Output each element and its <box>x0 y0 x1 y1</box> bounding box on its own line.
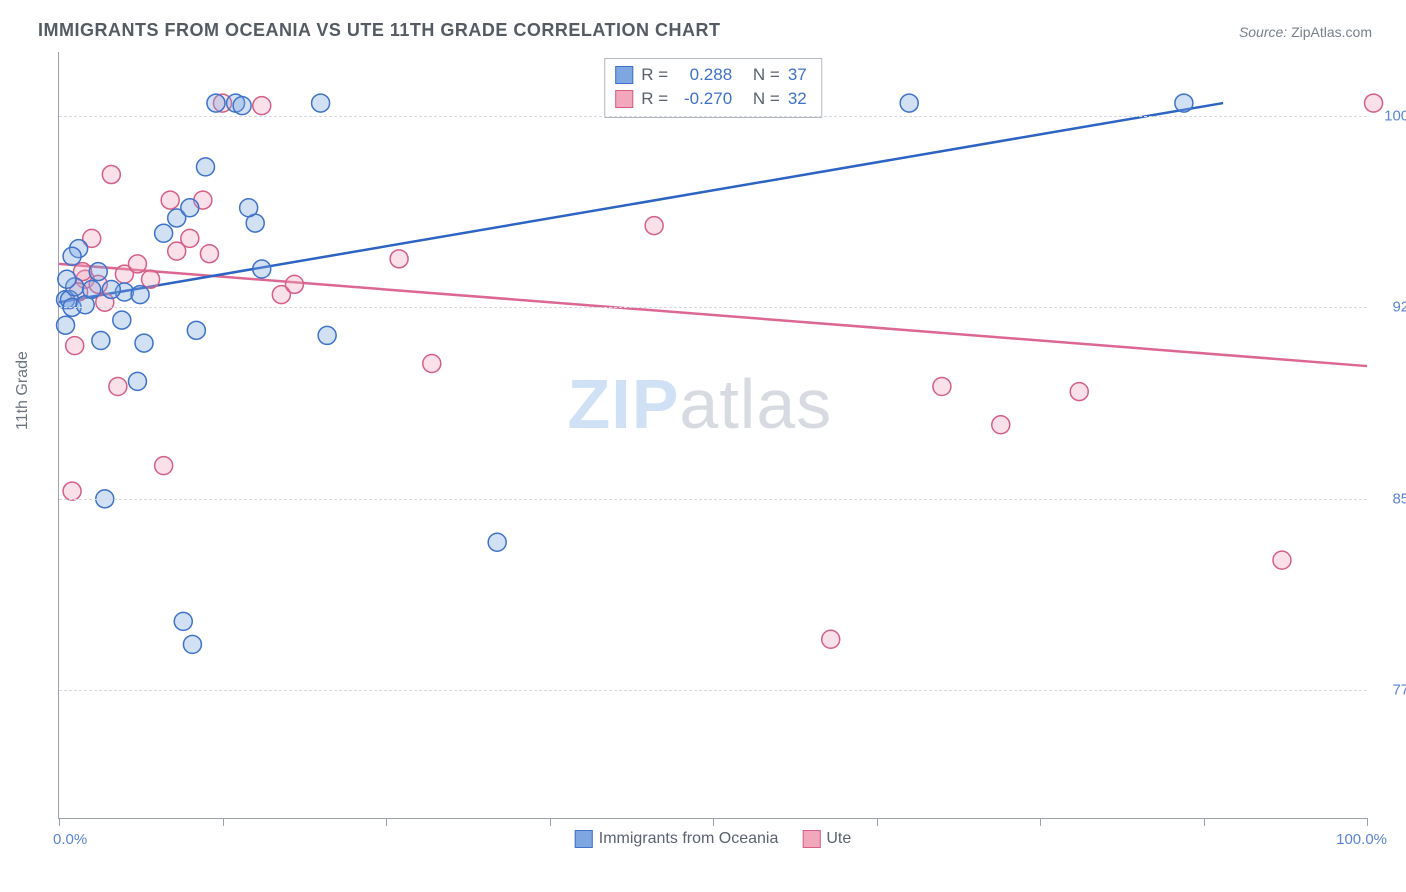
legend-label-b: Ute <box>826 830 851 848</box>
x-tick <box>877 818 878 826</box>
scatter-point-b <box>155 457 173 475</box>
scatter-point-a <box>181 199 199 217</box>
y-tick-label: 92.5% <box>1375 299 1406 316</box>
y-axis-label: 11th Grade <box>14 351 32 430</box>
x-tick <box>1204 818 1205 826</box>
legend-bottom: Immigrants from Oceania Ute <box>575 830 852 848</box>
legend-item-b: Ute <box>802 830 851 848</box>
r-label-a: R = <box>641 63 668 87</box>
gridline-h <box>59 307 1367 308</box>
x-tick <box>1367 818 1368 826</box>
scatter-point-a <box>207 94 225 112</box>
gridline-h <box>59 499 1367 500</box>
scatter-point-b <box>128 255 146 273</box>
scatter-point-a <box>312 94 330 112</box>
scatter-point-b <box>390 250 408 268</box>
scatter-point-b <box>1070 383 1088 401</box>
scatter-point-a <box>102 280 120 298</box>
scatter-point-a <box>113 311 131 329</box>
scatter-point-a <box>57 316 75 334</box>
r-value-a: 0.288 <box>676 63 732 87</box>
regression-line <box>59 103 1223 302</box>
y-tick-label: 100.0% <box>1375 107 1406 124</box>
scatter-point-b <box>63 482 81 500</box>
scatter-point-b <box>1273 551 1291 569</box>
n-value-b: 32 <box>788 87 807 111</box>
x-tick <box>386 818 387 826</box>
scatter-point-a <box>58 270 76 288</box>
scatter-point-b <box>992 416 1010 434</box>
legend-item-a: Immigrants from Oceania <box>575 830 779 848</box>
scatter-point-b <box>142 270 160 288</box>
plot-area: ZIPatlas R = 0.288 N = 37 R = -0.270 N =… <box>58 52 1367 819</box>
scatter-point-a <box>128 372 146 390</box>
source-value: ZipAtlas.com <box>1291 24 1372 40</box>
scatter-point-a <box>183 635 201 653</box>
x-tick <box>1040 818 1041 826</box>
scatter-point-a <box>174 612 192 630</box>
scatter-point-a <box>1175 94 1193 112</box>
legend-label-a: Immigrants from Oceania <box>599 830 779 848</box>
scatter-point-b <box>253 97 271 115</box>
scatter-point-b <box>109 377 127 395</box>
scatter-point-a <box>135 334 153 352</box>
scatter-point-a <box>187 321 205 339</box>
scatter-point-b <box>822 630 840 648</box>
y-tick-label: 85.0% <box>1375 490 1406 507</box>
scatter-point-a <box>488 533 506 551</box>
scatter-point-b <box>933 377 951 395</box>
legend-swatch-a <box>615 66 633 84</box>
gridline-h <box>59 690 1367 691</box>
scatter-point-a <box>900 94 918 112</box>
scatter-point-a <box>92 332 110 350</box>
scatter-point-b <box>66 337 84 355</box>
scatter-point-a <box>196 158 214 176</box>
scatter-point-b <box>423 355 441 373</box>
source-credit: Source: ZipAtlas.com <box>1239 24 1372 40</box>
x-tick <box>223 818 224 826</box>
scatter-point-b <box>102 166 120 184</box>
x-tick <box>59 818 60 826</box>
n-label-a: N = <box>753 63 780 87</box>
x-axis-label-max: 100.0% <box>1336 831 1387 848</box>
legend-top-row-b: R = -0.270 N = 32 <box>615 87 807 111</box>
chart-title: IMMIGRANTS FROM OCEANIA VS UTE 11TH GRAD… <box>38 20 721 41</box>
legend-top: R = 0.288 N = 37 R = -0.270 N = 32 <box>604 58 822 118</box>
scatter-point-a <box>233 97 251 115</box>
r-value-b: -0.270 <box>676 87 732 111</box>
x-tick <box>713 818 714 826</box>
source-label: Source: <box>1239 24 1287 40</box>
y-tick-label: 77.5% <box>1375 682 1406 699</box>
scatter-point-a <box>155 224 173 242</box>
legend-swatch-b <box>802 830 820 848</box>
legend-swatch-a <box>575 830 593 848</box>
scatter-point-b <box>285 275 303 293</box>
scatter-point-b <box>161 191 179 209</box>
scatter-point-a <box>63 247 81 265</box>
scatter-point-b <box>200 245 218 263</box>
gridline-h <box>59 116 1367 117</box>
n-value-a: 37 <box>788 63 807 87</box>
scatter-point-b <box>181 229 199 247</box>
x-tick <box>550 818 551 826</box>
legend-top-row-a: R = 0.288 N = 37 <box>615 63 807 87</box>
scatter-point-a <box>89 263 107 281</box>
n-label-b: N = <box>753 87 780 111</box>
legend-swatch-b <box>615 90 633 108</box>
r-label-b: R = <box>641 87 668 111</box>
scatter-point-a <box>83 280 101 298</box>
regression-line <box>59 264 1367 366</box>
scatter-point-a <box>318 326 336 344</box>
scatter-point-a <box>131 286 149 304</box>
plot-svg <box>59 52 1367 818</box>
scatter-point-a <box>240 199 258 217</box>
x-axis-label-min: 0.0% <box>53 831 87 848</box>
scatter-point-b <box>645 217 663 235</box>
scatter-point-a <box>253 260 271 278</box>
